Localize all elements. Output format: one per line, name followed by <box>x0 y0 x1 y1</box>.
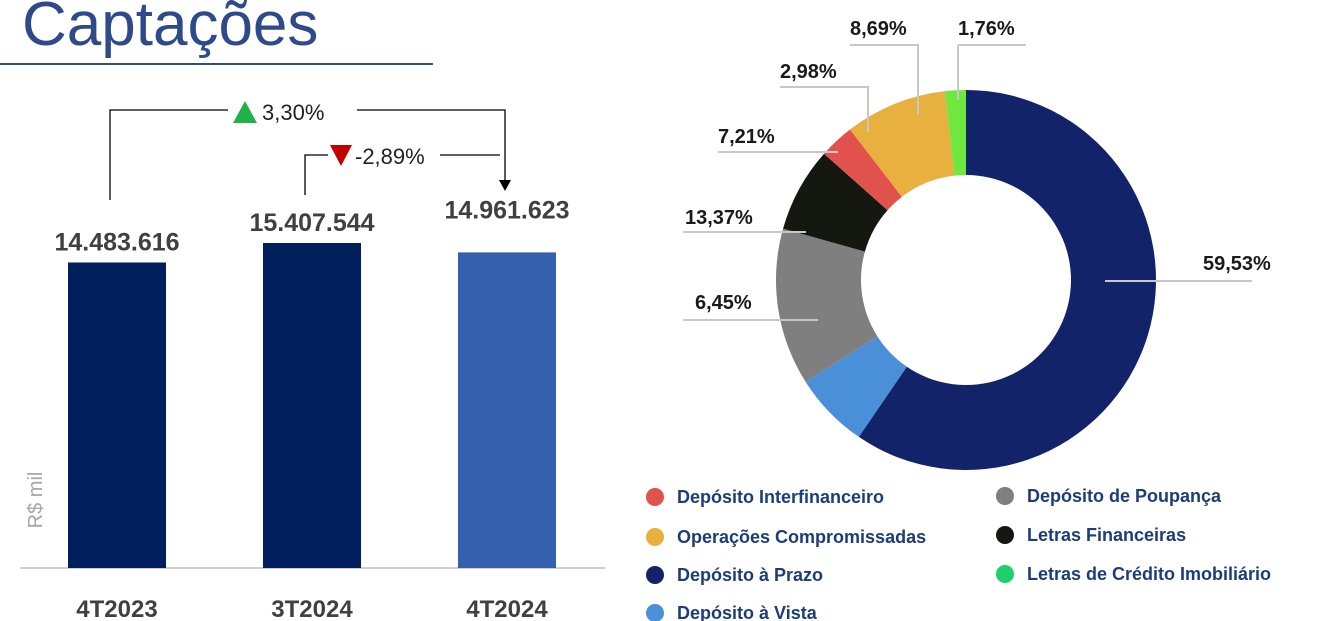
bar <box>68 262 166 568</box>
slice-label: 1,76% <box>958 18 1015 40</box>
value-label: 14.961.623 <box>444 196 569 224</box>
legend-label: Depósito de Poupança <box>1027 486 1222 506</box>
arrow-head <box>499 180 511 191</box>
connector <box>304 154 500 195</box>
donut-slice <box>783 153 888 252</box>
donut-slice <box>858 90 1156 471</box>
annotation: -2,89% <box>355 144 425 169</box>
legend-label: Depósito Interfinanceiro <box>677 487 884 507</box>
donut-slice <box>776 228 878 382</box>
x-tick-label: 4T2023 <box>76 596 157 621</box>
donut-slice <box>824 129 902 211</box>
legend-label: Depósito à Prazo <box>677 565 823 585</box>
leader-line <box>780 86 869 132</box>
value-label: 14.483.616 <box>54 228 179 256</box>
up-triangle <box>233 101 257 123</box>
x-tick-label: 4T2024 <box>466 596 548 621</box>
legend-swatch <box>646 528 664 546</box>
legend-swatch <box>996 565 1014 583</box>
legend-label: Letras Financeiras <box>1027 525 1186 545</box>
down-triangle <box>330 145 352 166</box>
slide-title: Captações <box>22 0 318 59</box>
bar <box>263 243 361 568</box>
legend-swatch <box>646 604 664 621</box>
y-axis-label: R$ mil <box>25 472 47 529</box>
legend-swatch <box>996 526 1014 544</box>
leader-line <box>850 44 919 115</box>
slice-label: 13,37% <box>685 207 753 229</box>
slice-label: 7,21% <box>718 126 775 148</box>
legend-label: Operações Compromissadas <box>677 527 926 547</box>
annotation: 3,30% <box>262 100 324 125</box>
legend-label: Depósito à Vista <box>677 603 818 621</box>
slice-label: 59,53% <box>1203 253 1271 275</box>
slice-label: 6,45% <box>695 292 752 314</box>
slice-label: 8,69% <box>850 18 907 40</box>
slice-label: 2,98% <box>780 61 837 83</box>
value-label: 15.407.544 <box>249 209 374 237</box>
donut-slice <box>805 336 907 437</box>
connector <box>109 109 506 200</box>
donut-slice <box>945 90 966 176</box>
legend-label: Letras de Crédito Imobiliário <box>1027 564 1271 584</box>
x-tick-label: 3T2024 <box>271 596 353 621</box>
legend-swatch <box>646 566 664 584</box>
leader-line <box>957 44 1026 100</box>
legend-swatch <box>996 487 1014 505</box>
bar <box>458 252 556 568</box>
legend-swatch <box>646 488 664 506</box>
donut-slice <box>850 91 955 197</box>
